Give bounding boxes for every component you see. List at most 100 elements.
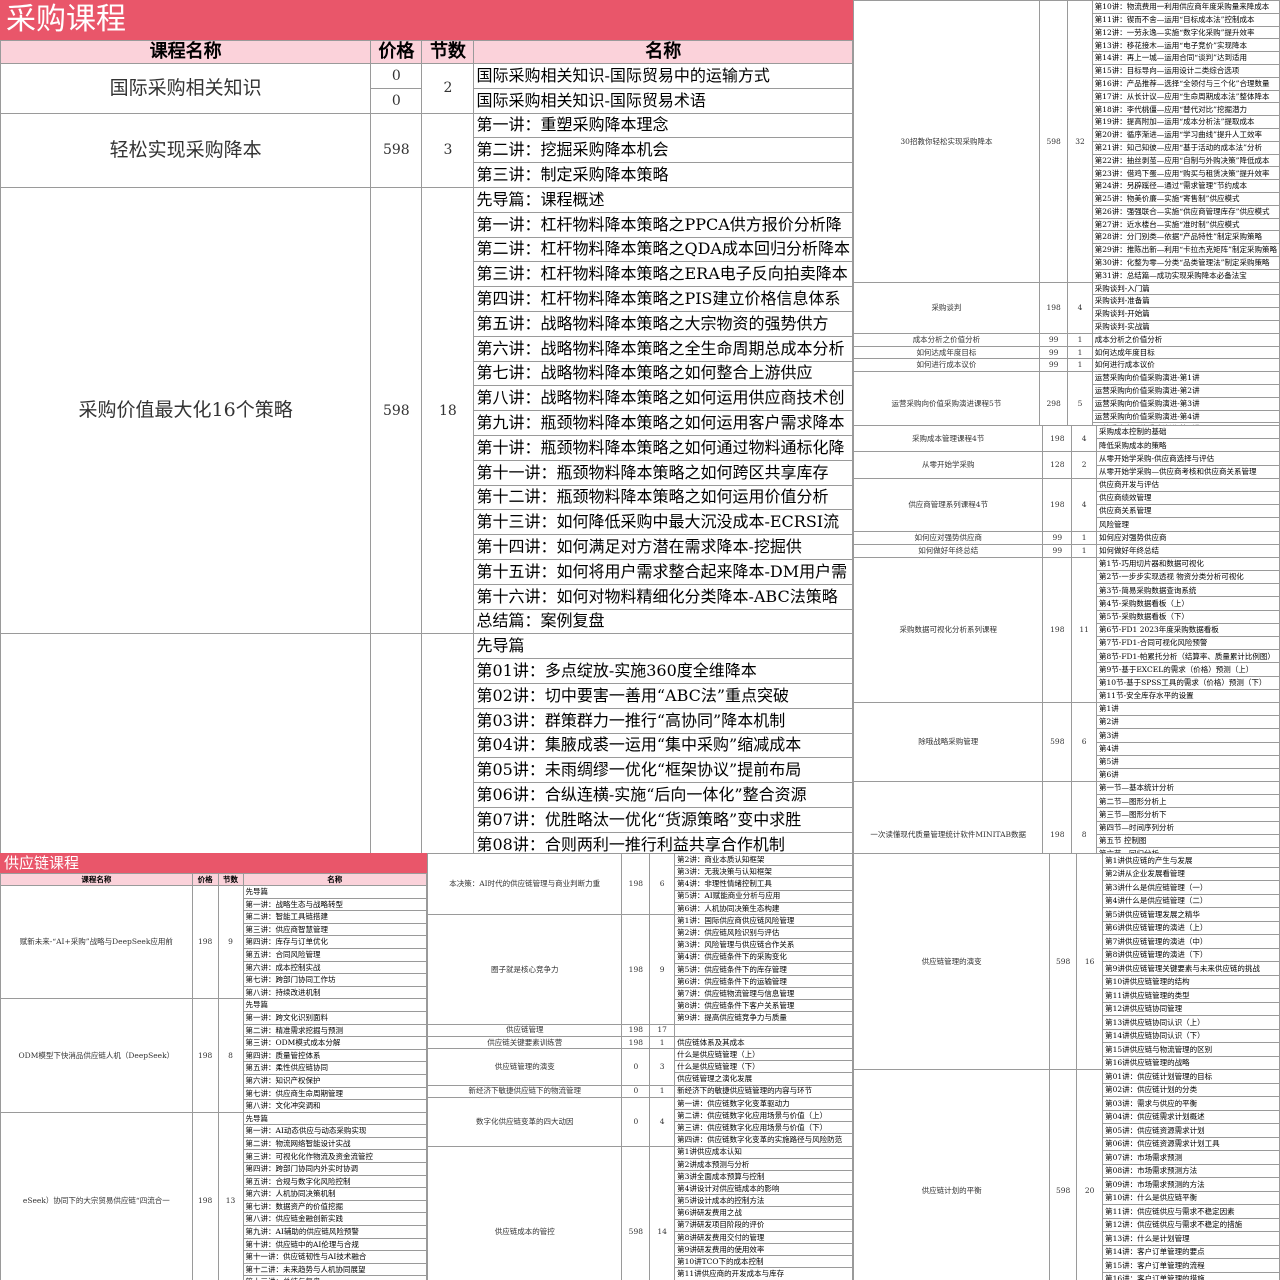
course-table: 供应链管理的演变 598 16 第1讲供应链的产生与发展 第2讲从企业发展看管理 第3讲什… <box>853 853 1280 1280</box>
course-price: 598 <box>370 112 423 188</box>
lesson-count: 3 <box>649 1048 676 1086</box>
lesson-name: 如何进行成本议价 <box>1091 358 1280 373</box>
lesson-name: 第一节—基本统计分析 <box>1096 781 1280 796</box>
lesson-name: 第15讲：客户订单管理的流程 <box>1102 1258 1280 1273</box>
lesson-name: 供应商开发与评估 <box>1096 477 1280 492</box>
lesson-name: 第5节-采购数据看板（下） <box>1096 609 1280 624</box>
lesson-name: 第十讲：供应链中的AI伦理与合规 <box>242 1237 427 1252</box>
lesson-name: 采购谈判-入门篇 <box>1091 281 1280 296</box>
lesson-name: 第9节-基于EXCEL的需求（价格）预测（上） <box>1096 662 1280 677</box>
lesson-row: 圈子就是核心竞争力 198 9 第1讲：国际供应商供应链风险管理 <box>427 913 853 1025</box>
course-price: 298 <box>1038 371 1069 425</box>
lesson-name: 第二节—图形分析上 <box>1096 794 1280 809</box>
lesson-name: 第二讲：智能工具链搭建 <box>242 910 427 924</box>
lesson-row: 第04讲：集腋成裘一运用“集中采购”缩减成本 <box>1 732 853 759</box>
lesson-row: 先导篇 <box>0 633 853 853</box>
lesson-name: 第十一讲：供应链韧性与AI技术融合 <box>242 1250 427 1264</box>
column-header: 课程名称 <box>0 40 372 64</box>
course-name: 供应链管理的演变 <box>427 1048 623 1086</box>
lesson-name: 第04讲：供应链需求计划概述 <box>1102 1109 1280 1124</box>
lesson-row: 第十讲：瓶颈物料降本策略之如何通过物料通标化降 <box>1 434 853 461</box>
course-name: 供应链管理 <box>427 1023 623 1037</box>
lesson-row: 第十三讲：如何降低采购中最大沉没成本-ECRSI流 <box>1 509 853 536</box>
lesson-name: 第13讲：移花接木—运用“电子竞价”实现降本 <box>1091 38 1280 53</box>
course-name: 从零开始学采购 <box>853 451 1044 479</box>
course-panel: 30招教你轻松实现采购降本 598 32 第10讲：物流费用一利用供应商年度采购量来降… <box>853 0 1280 425</box>
lesson-name: 运营采购向价值采购演进-第2讲 <box>1091 383 1280 398</box>
lesson-name: 第03讲：需求与供应的平衡 <box>1102 1096 1280 1111</box>
lesson-name: 第20讲：循序渐进—运用“学习曲线”提升人工效率 <box>1091 127 1280 142</box>
lesson-name: 第18讲：李代桃僵—应用“替代对比”挖掘潜力 <box>1091 102 1280 117</box>
lesson-row: 国际采购相关知识 0 2 国际采购相关知识-国际贸易中的运输方式 <box>0 63 853 114</box>
lesson-name: 第6讲：人机协同决策生态构建 <box>674 901 853 915</box>
lesson-row: 供应链管理的演变 0 3 什么是供应链管理（上） <box>427 1047 853 1086</box>
course-name: 供应链成本的管控 <box>427 1145 623 1280</box>
lesson-row: 轻松实现采购降本 598 3 第一讲：重塑采购降本理念 <box>0 112 853 188</box>
lesson-name: 第七讲：供应商生命周期管理 <box>242 1086 427 1101</box>
course-price: 99 <box>1038 332 1069 347</box>
lesson-name: 第三讲：ODM模式成本分解 <box>242 1036 427 1050</box>
lesson-name: 第10讲TCO下的成本控制 <box>674 1255 853 1269</box>
course-price <box>370 633 423 853</box>
lesson-name: 第12讲：供应链供应与需求不稳定的措施 <box>1102 1217 1280 1232</box>
course-table: 本决策：AI时代的供应链管理与商业判断力重 198 6 第2讲：商业本质认知框架 第3讲… <box>427 853 853 1280</box>
course-name: 30招教你轻松实现采购降本 <box>853 0 1040 283</box>
course-table: 课程名称 价格 节数 名称 国际采购相关知识 0 2 国际采购相关知识-国际贸易中的运输方式 0… <box>0 40 853 853</box>
lesson-name: 第23讲：借鸡下蛋—应用“购买与租赁决策”提升效率 <box>1091 166 1280 181</box>
lesson-name: 第07讲：市场需求预测 <box>1102 1150 1280 1165</box>
lesson-row: 新经济下敏捷供应链下的物流管理 0 1 新经济下的敏捷供应链管理的内容与环节 <box>427 1084 853 1098</box>
lesson-name: 第11节-安全库存水平的设置 <box>1096 688 1280 703</box>
lesson-name: 第四讲：供应链数字化变革的实施路径与风险防范 <box>674 1133 853 1147</box>
lesson-name: 运营采购向价值采购演进-第1讲 <box>1091 371 1280 385</box>
lesson-name: 第二讲：物流网络智能设计实战 <box>242 1136 427 1151</box>
lesson-count: 8 <box>217 998 244 1113</box>
lesson-name: 第三讲：可视化化作物流及资金流管控 <box>242 1149 427 1164</box>
lesson-row: 第十五讲：如何将用户需求整合起来降本-DM用户需 <box>1 558 853 585</box>
course-price: 0 <box>370 63 423 89</box>
lesson-name: 第四讲：杠杆物料降本策略之PIS建立价格信息体系 <box>473 286 853 312</box>
lesson-name: 第十三讲：总结与复盘 <box>242 1275 427 1280</box>
lesson-row: eSeek）协同下的大宗贸易供应链“四流合一 198 13 先导篇 <box>0 1111 427 1280</box>
lesson-name: 什么是供应链管理（下） <box>674 1060 853 1074</box>
lesson-row: 第二讲：挖掘采购降本机会 <box>1 137 853 164</box>
course-name: 如何做好年终总结 <box>853 543 1044 558</box>
lesson-name: 供应商绩效管理 <box>1096 490 1280 506</box>
course-price: 198 <box>1042 556 1073 703</box>
lesson-name: 采购谈判-实战篇 <box>1091 319 1280 334</box>
course-price: 598 <box>1042 701 1073 783</box>
lesson-row: 第九讲：瓶颈物料降本策略之如何运用客户需求降本 <box>1 410 853 436</box>
lesson-name: 第三讲：杠杆物料降本策略之ERA电子反向拍卖降本 <box>473 261 853 288</box>
lesson-name: 第一讲：供应链数字化变革驱动力 <box>674 1096 853 1110</box>
lesson-name: 第4讲：非理性情绪控制工具 <box>674 877 853 891</box>
column-header: 节数 <box>217 873 244 886</box>
lesson-name: 第二讲：供应链数字化应用场景与价值（上） <box>674 1108 853 1123</box>
lesson-name: 第6讲研发费用之战 <box>674 1206 853 1220</box>
lesson-name: 第六讲：成本控制实战 <box>242 960 427 975</box>
course-name: eSeek）协同下的大宗贸易供应链“四流合一 <box>0 1111 193 1280</box>
lesson-name: 第08讲：合则两利一推行利益共享合作机制 <box>473 831 853 853</box>
lesson-row: 供应商管理系列课程4节 198 4 供应商开发与评估 <box>853 477 1280 532</box>
course-name: 运营采购向价值采购演进课程5节 <box>853 371 1040 425</box>
lesson-count: 8 <box>1071 781 1098 853</box>
lesson-name: 第8讲：供应链条件下客户关系管理 <box>674 999 853 1013</box>
lesson-name: 国际采购相关知识-国际贸易术语 <box>473 87 853 114</box>
lesson-name: 第9讲研发费用的使用效率 <box>674 1242 853 1257</box>
lesson-name: 第3讲全面成本预算与控制 <box>674 1169 853 1184</box>
lesson-name: 第3讲：无我决策与认知框架 <box>674 865 853 879</box>
lesson-name: 第6讲供应链管理的演进（上） <box>1102 920 1280 935</box>
course-table: 课程名称 价格 节数 名称 赋新未来-“AI+采购”战略与DeepSeek应用前 198 9… <box>0 873 427 1280</box>
lesson-name: 第06讲：合纵连横-实施“后向一体化”整合资源 <box>473 782 853 808</box>
course-price: 598 <box>1038 0 1069 283</box>
lesson-count: 11 <box>1071 556 1098 703</box>
lesson-row: 第06讲：合纵连横-实施“后向一体化”整合资源 <box>1 782 853 808</box>
lesson-name: 风险管理 <box>1096 517 1280 532</box>
lesson-name: 第06讲：供应链资源需求计划工具 <box>1102 1136 1280 1151</box>
course-price: 598 <box>1049 853 1078 1070</box>
lesson-name: 第十二讲：未来趋势与人机协同展望 <box>242 1262 427 1277</box>
lesson-name: 第16讲供应链管理的战略 <box>1102 1055 1280 1070</box>
lesson-name <box>674 1023 853 1037</box>
lesson-row: 如何达成年度目标 99 1 如何达成年度目标 <box>853 345 1280 360</box>
course-name: 国际采购相关知识 <box>0 63 372 114</box>
lesson-name: 第10讲：什么是供应链平衡 <box>1102 1190 1280 1205</box>
